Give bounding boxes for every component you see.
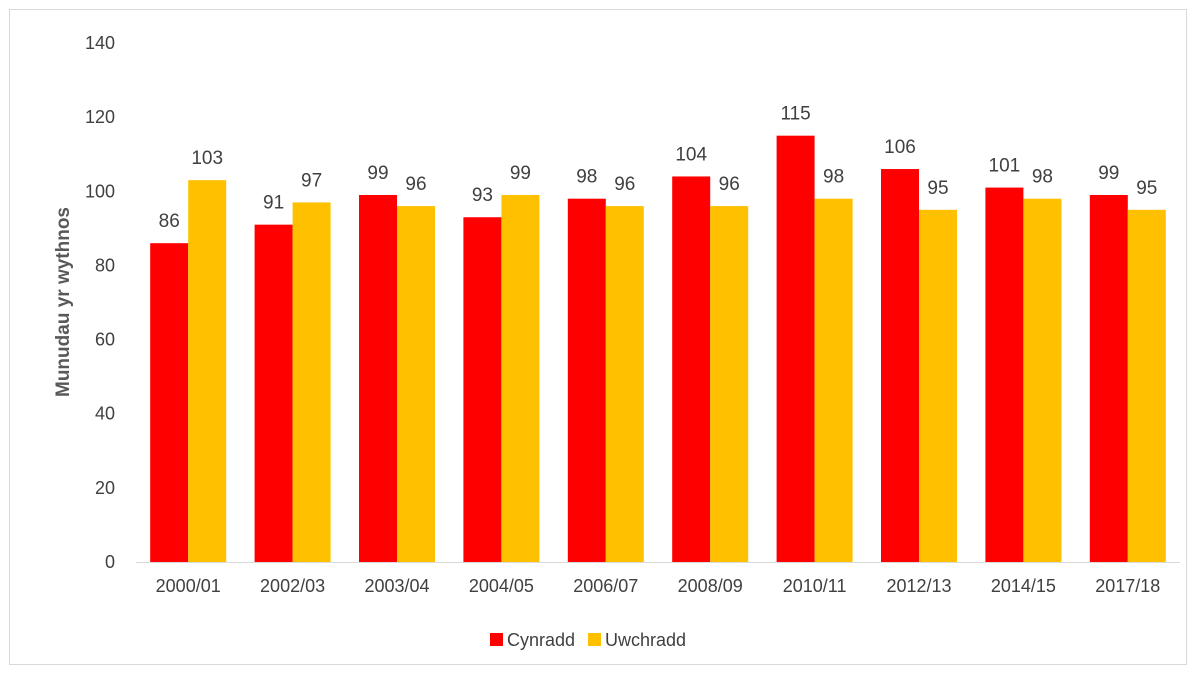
x-tick-label: 2012/13 xyxy=(886,576,951,596)
bar-uwchradd-2002-03 xyxy=(292,202,331,562)
data-label-cynradd-2002-03: 91 xyxy=(263,193,284,214)
data-label-cynradd-2000-01: 86 xyxy=(159,211,180,232)
y-axis-title: Munudau yr wythnos xyxy=(53,207,74,397)
data-label-uwchradd-2000-01: 103 xyxy=(191,148,223,169)
bar-cynradd-2008-09 xyxy=(672,176,711,562)
x-tick-label: 2006/07 xyxy=(573,576,638,596)
y-tick-label: 80 xyxy=(95,255,115,275)
bar-cynradd-2006-07 xyxy=(567,198,606,562)
data-label-cynradd-2012-13: 106 xyxy=(884,137,916,158)
bar-cynradd-2004-05 xyxy=(463,217,502,562)
bar-cynradd-2000-01 xyxy=(150,243,189,562)
bar-uwchradd-2004-05 xyxy=(501,194,540,562)
bar-chart: Munudau yr wythnos 0 20 40 60 80 100 120 140 86… xyxy=(53,33,1180,650)
bar-cynradd-2017-18 xyxy=(1089,194,1128,562)
x-tick-label: 2004/05 xyxy=(469,576,534,596)
y-tick-label: 120 xyxy=(85,107,115,127)
bar-uwchradd-2008-09 xyxy=(710,206,749,562)
y-axis-ticks: 0 20 40 60 80 100 120 140 xyxy=(85,33,115,572)
y-tick-label: 0 xyxy=(105,552,115,572)
bar-cynradd-2003-04 xyxy=(359,194,397,562)
data-label-uwchradd-2003-04: 96 xyxy=(405,174,426,195)
data-label-uwchradd-2014-15: 98 xyxy=(1032,167,1053,188)
bar-uwchradd-2000-01 xyxy=(188,180,227,562)
data-label-cynradd-2003-04: 99 xyxy=(367,163,388,184)
bar-uwchradd-2012-13 xyxy=(919,209,957,563)
data-labels: 86 103 91 97 99 96 93 99 98 96 104 96 115 98 106 95 101 9… xyxy=(159,104,1158,233)
bar-uwchradd-2017-18 xyxy=(1127,209,1166,563)
data-label-uwchradd-2012-13: 95 xyxy=(927,178,948,199)
x-tick-label: 2010/11 xyxy=(783,576,847,596)
data-label-cynradd-2006-07: 98 xyxy=(576,167,597,188)
bar-cynradd-2014-15 xyxy=(985,187,1024,563)
x-tick-label: 2002/03 xyxy=(260,576,325,596)
data-label-uwchradd-2010-11: 98 xyxy=(823,167,844,188)
data-label-cynradd-2004-05: 93 xyxy=(472,185,493,206)
bar-uwchradd-2010-11 xyxy=(814,198,853,562)
bar-uwchradd-2014-15 xyxy=(1023,198,1062,562)
data-label-cynradd-2008-09: 104 xyxy=(675,144,707,165)
x-axis-ticks: 2000/01 2002/03 2003/04 2004/05 2006/07 2008/… xyxy=(156,576,1161,596)
data-label-uwchradd-2004-05: 99 xyxy=(510,163,531,184)
data-label-uwchradd-2006-07: 96 xyxy=(614,174,635,195)
data-label-cynradd-2010-11: 115 xyxy=(780,104,810,125)
legend-label-uwchradd: Uwchradd xyxy=(605,630,686,650)
data-label-uwchradd-2008-09: 96 xyxy=(719,174,740,195)
legend-swatch-cynradd xyxy=(490,633,503,646)
data-label-uwchradd-2017-18: 95 xyxy=(1136,178,1157,199)
x-tick-label: 2008/09 xyxy=(678,576,743,596)
bar-uwchradd-2006-07 xyxy=(605,206,644,562)
data-label-uwchradd-2002-03: 97 xyxy=(301,170,322,191)
bars xyxy=(150,135,1166,563)
y-axis-title-group: Munudau yr wythnos xyxy=(53,207,74,397)
x-tick-label: 2003/04 xyxy=(364,576,429,596)
y-tick-label: 60 xyxy=(95,330,115,350)
data-label-cynradd-2017-18: 99 xyxy=(1098,163,1119,184)
legend-label-cynradd: Cynradd xyxy=(507,630,575,650)
y-tick-label: 100 xyxy=(85,181,115,201)
x-tick-label: 2000/01 xyxy=(156,576,221,596)
chart-frame: Munudau yr wythnos 0 20 40 60 80 100 120 140 86… xyxy=(9,9,1187,665)
bar-cynradd-2012-13 xyxy=(881,169,919,563)
data-label-cynradd-2014-15: 101 xyxy=(989,156,1021,177)
legend-swatch-uwchradd xyxy=(588,633,601,646)
bar-cynradd-2010-11 xyxy=(776,135,815,562)
x-tick-label: 2014/15 xyxy=(991,576,1056,596)
y-tick-label: 40 xyxy=(95,404,115,424)
legend: Cynradd Uwchradd xyxy=(490,630,686,650)
y-tick-label: 140 xyxy=(85,33,115,53)
y-tick-label: 20 xyxy=(95,478,115,498)
bar-cynradd-2002-03 xyxy=(254,224,293,562)
bar-uwchradd-2003-04 xyxy=(397,206,435,562)
x-tick-label: 2017/18 xyxy=(1095,576,1160,596)
